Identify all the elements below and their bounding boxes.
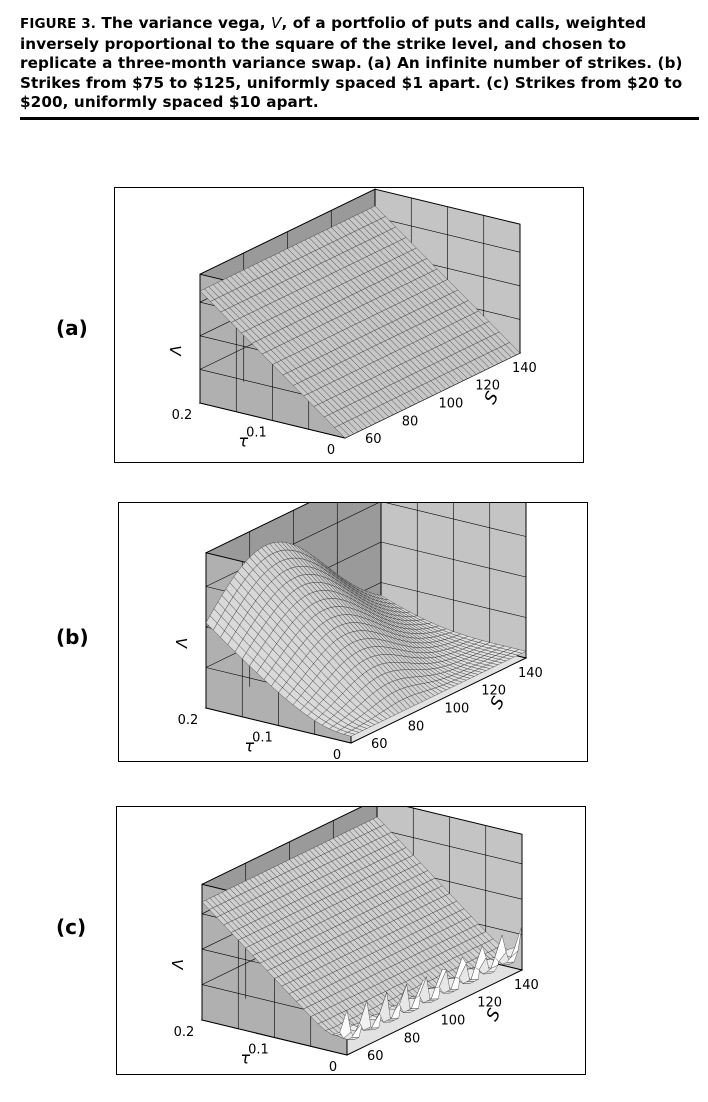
s-tick-label: 140: [512, 361, 537, 376]
s-tick-label: 120: [481, 684, 506, 699]
s-tick-label: 120: [477, 996, 502, 1011]
tau-tick-label: 0.1: [248, 1043, 269, 1058]
v-axis-label: V: [168, 959, 186, 971]
tau-axis-label: τ: [239, 432, 249, 451]
tau-axis-label: τ: [245, 737, 255, 756]
tau-tick-label: 0.2: [172, 408, 193, 423]
s-tick-label: 60: [371, 737, 388, 752]
s-tick-label: 80: [402, 414, 419, 429]
vega-surface: [201, 816, 523, 1040]
tau-tick-label: 0.2: [174, 1025, 195, 1040]
vega-surface: [205, 541, 527, 737]
s-tick-label: 80: [404, 1031, 421, 1046]
tau-tick-label: 0: [329, 1060, 337, 1075]
tau-tick-label: 0.1: [246, 426, 267, 441]
caption-symbol-v: V: [270, 14, 282, 32]
panel-label-b: (b): [56, 625, 89, 649]
caption-text-2: , of a portfolio of puts and calls, weig…: [20, 14, 683, 111]
s-tick-label: 120: [475, 379, 500, 394]
vega-surface: [199, 205, 521, 439]
s-tick-label: 100: [439, 397, 464, 412]
s-tick-label: 60: [367, 1049, 384, 1064]
panel-label-a: (a): [56, 316, 88, 340]
tau-tick-label: 0.1: [252, 731, 273, 746]
figure-label: FIGURE 3.: [20, 16, 97, 32]
v-axis-label: V: [166, 345, 184, 357]
s-tick-label: 100: [445, 702, 470, 717]
v-axis-label: V: [172, 638, 190, 650]
caption-rule: [20, 117, 699, 120]
s-tick-label: 140: [514, 978, 539, 993]
tau-tick-label: 0: [333, 748, 341, 763]
caption-text-1: The variance vega,: [101, 14, 271, 32]
s-tick-label: 60: [365, 432, 382, 447]
s-tick-label: 80: [408, 719, 425, 734]
s-tick-label: 100: [441, 1014, 466, 1029]
panel-label-c: (c): [56, 915, 87, 939]
figure-caption: FIGURE 3. The variance vega, V, of a por…: [20, 14, 700, 113]
tau-tick-label: 0: [327, 443, 335, 458]
tau-axis-label: τ: [241, 1049, 251, 1068]
s-tick-label: 140: [518, 666, 543, 681]
tau-tick-label: 0.2: [178, 713, 199, 728]
